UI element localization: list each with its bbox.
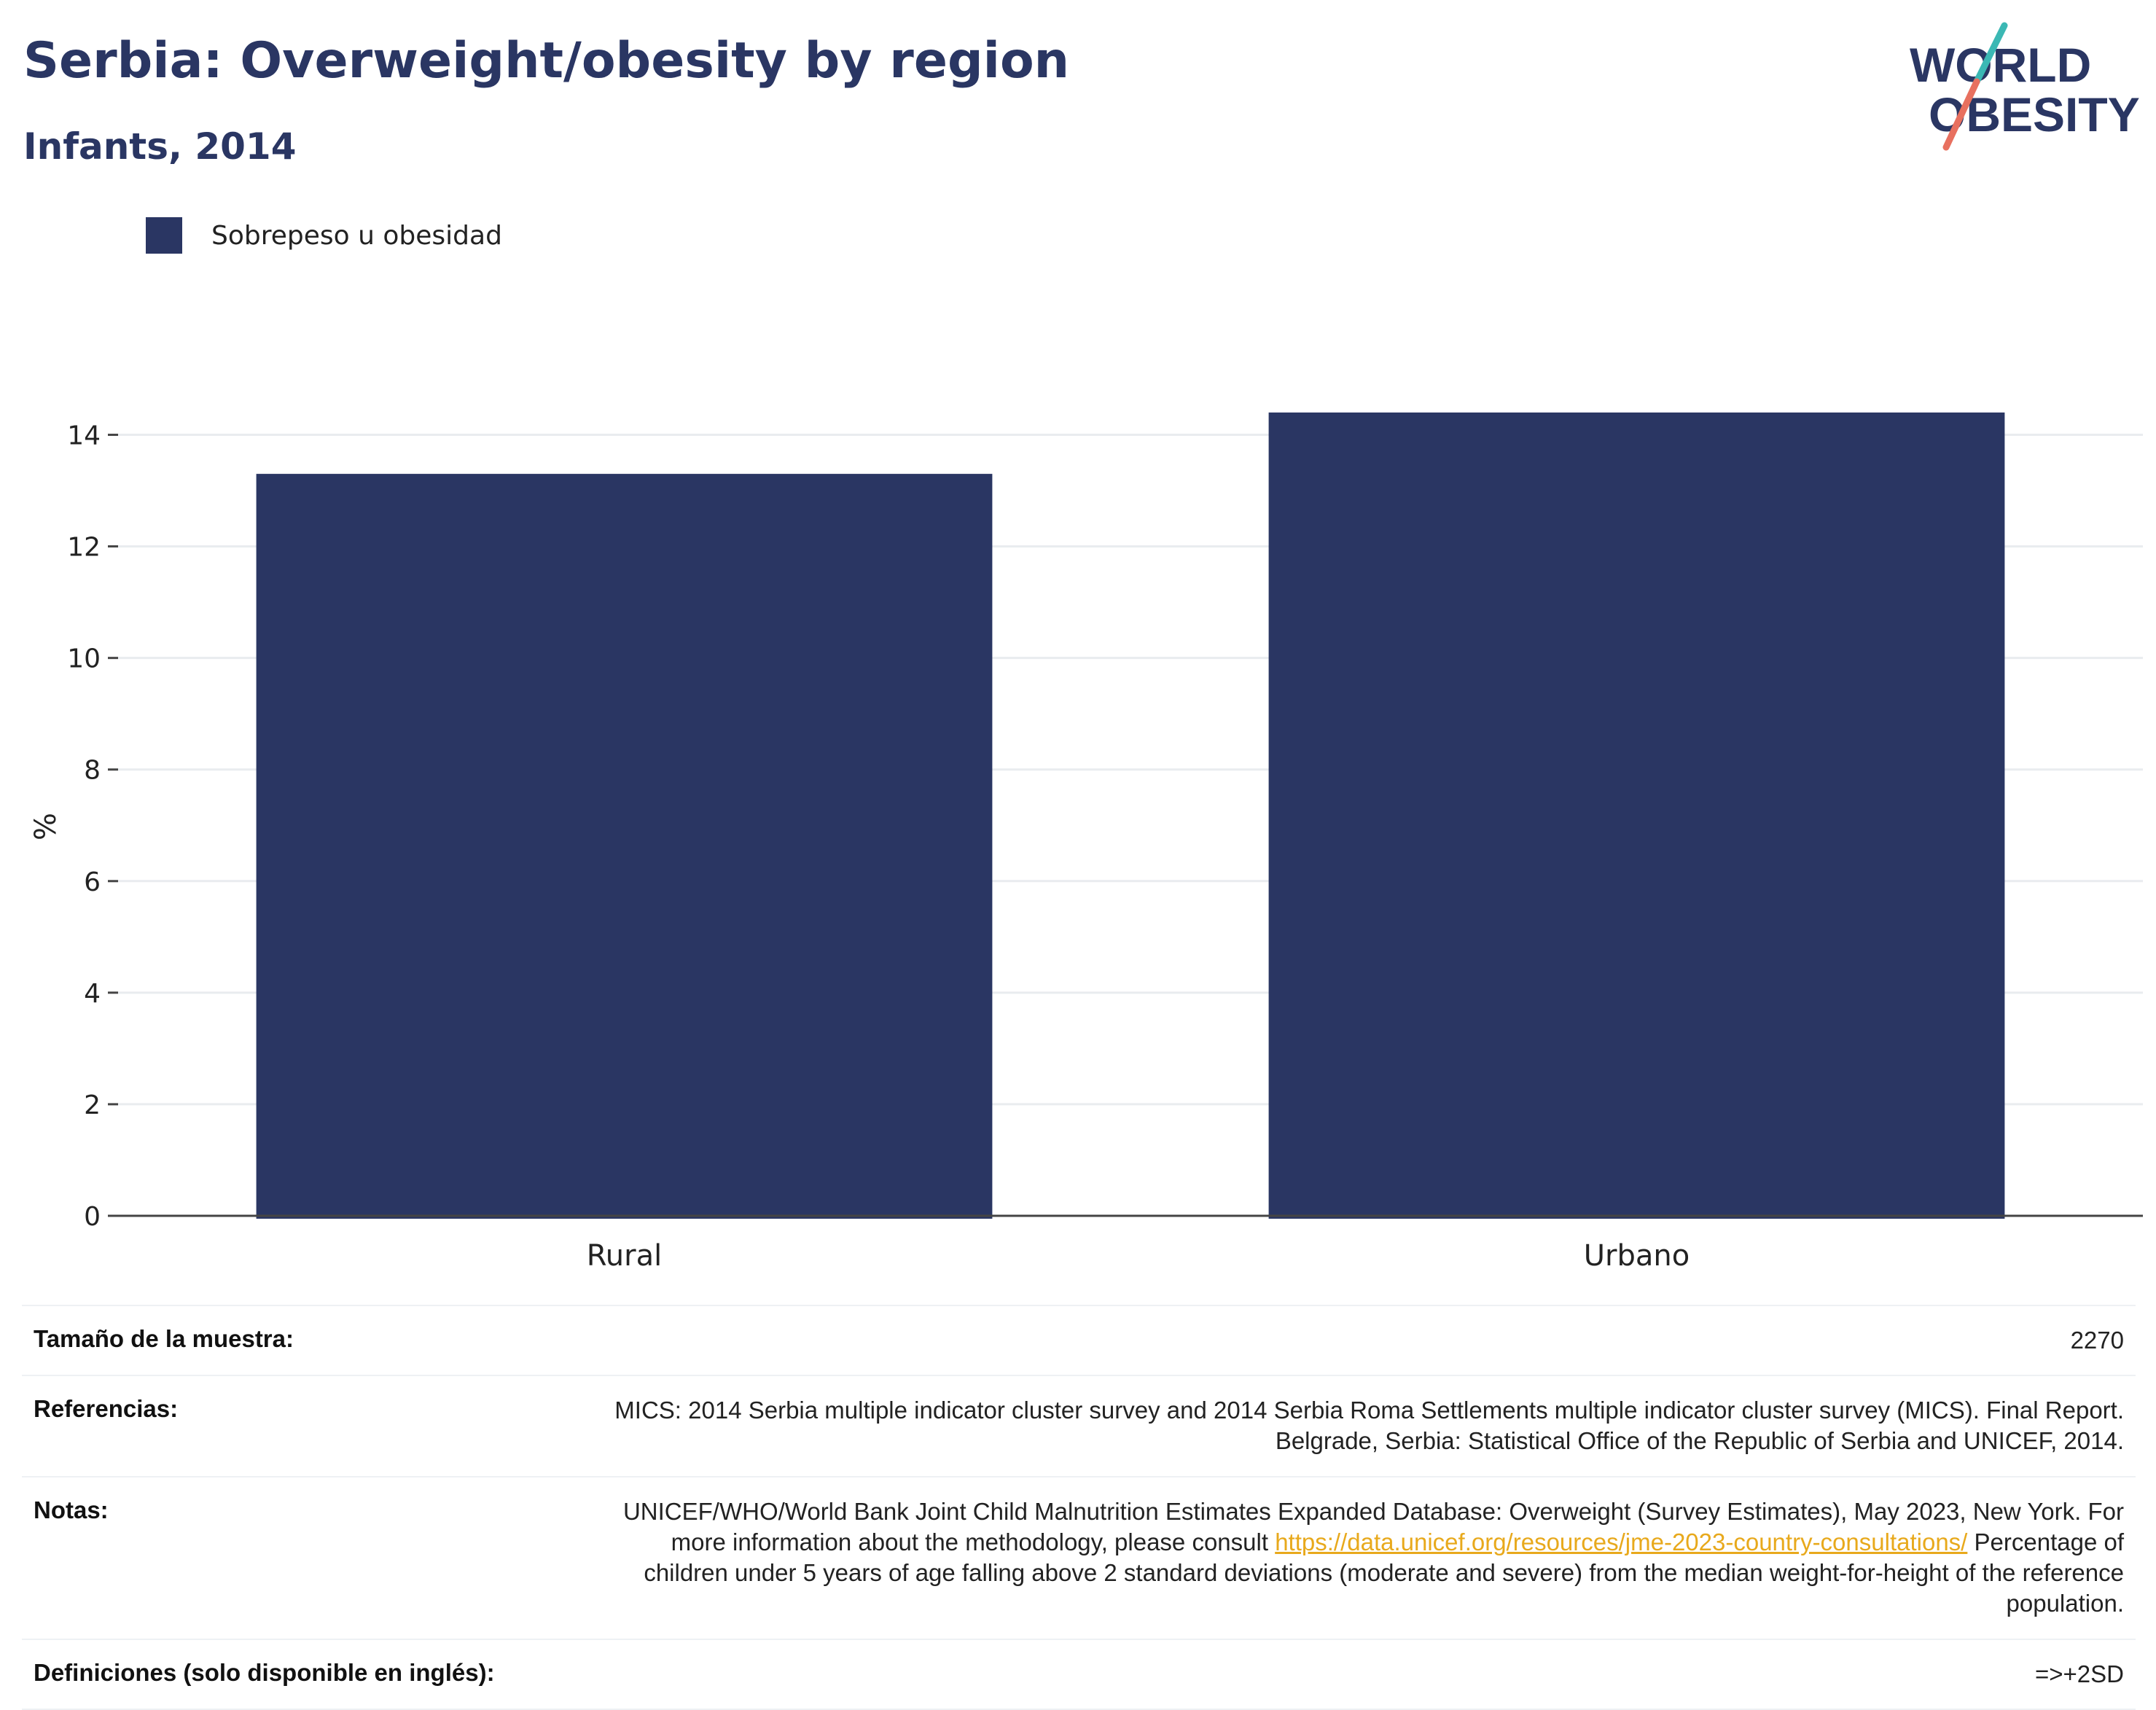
definitions-label: Definiciones (solo disponible en inglés)… (34, 1658, 495, 1686)
x-tick-label: Urbano (1584, 1239, 1690, 1273)
y-tick-label: 14 (67, 421, 101, 451)
logo-slash-teal (1973, 22, 2008, 85)
y-tick-label: 10 (67, 644, 101, 674)
logo-slash-coral (1942, 78, 1980, 151)
y-tick-label: 0 (84, 1202, 101, 1232)
y-tick-label: 6 (84, 867, 101, 897)
info-row-notes: Notas: UNICEF/WHO/World Bank Joint Child… (22, 1475, 2136, 1639)
logo-word-world: WORLD (1910, 38, 2091, 92)
x-tick-label: Rural (587, 1239, 662, 1273)
chart-title: Serbia: Overweight/obesity by region (23, 32, 1070, 90)
notes-text-1: UNICEF/WHO/World Bank Joint Child Malnut… (622, 1497, 2124, 1555)
chart-subtitle: Infants, 2014 (23, 125, 297, 168)
info-row-definitions: Definiciones (solo disponible en inglés)… (22, 1638, 2136, 1710)
info-table: Tamaño de la muestra: 2270 Referencias: … (22, 1305, 2136, 1710)
notes-label: Notas: (34, 1496, 109, 1523)
x-axis-ticks: Rural Urbano (587, 1239, 1690, 1273)
y-tick-label: 4 (84, 979, 101, 1009)
references-value: MICS: 2014 Serbia multiple indicator clu… (614, 1397, 2124, 1455)
y-axis-label: % (29, 813, 63, 840)
definitions-value: =>+2SD (2034, 1660, 2124, 1687)
methodology-link[interactable]: https://data.unicef.org/resources/jme-20… (1275, 1528, 1968, 1555)
info-row-sample: Tamaño de la muestra: 2270 (22, 1305, 2136, 1375)
notes-text-2: Percentage of children under 5 years of … (644, 1528, 2124, 1617)
y-axis-ticks: 0 2 4 6 8 10 12 14 (67, 421, 118, 1232)
world-obesity-logo: WORLD OBESITY (1910, 22, 2140, 151)
y-tick-label: 2 (84, 1090, 101, 1120)
legend: Sobrepeso u obesidad (146, 217, 502, 254)
bar-rural[interactable] (256, 474, 993, 1219)
legend-label: Sobrepeso u obesidad (211, 220, 502, 251)
notes-value: UNICEF/WHO/World Bank Joint Child Malnut… (593, 1496, 2124, 1620)
info-row-references: Referencias: MICS: 2014 Serbia multiple … (22, 1375, 2136, 1475)
bar-urbano[interactable] (1268, 412, 2005, 1219)
sample-size-label: Tamaño de la muestra: (34, 1325, 294, 1352)
bar-chart: 0 2 4 6 8 10 12 14 Rural Urbano % (29, 412, 2143, 1273)
references-label: Referencias: (34, 1395, 179, 1423)
y-tick-label: 8 (84, 756, 101, 786)
bars (256, 412, 2005, 1219)
y-tick-label: 12 (67, 533, 101, 563)
sample-size-value: 2270 (2070, 1327, 2124, 1354)
legend-swatch[interactable] (146, 217, 182, 254)
